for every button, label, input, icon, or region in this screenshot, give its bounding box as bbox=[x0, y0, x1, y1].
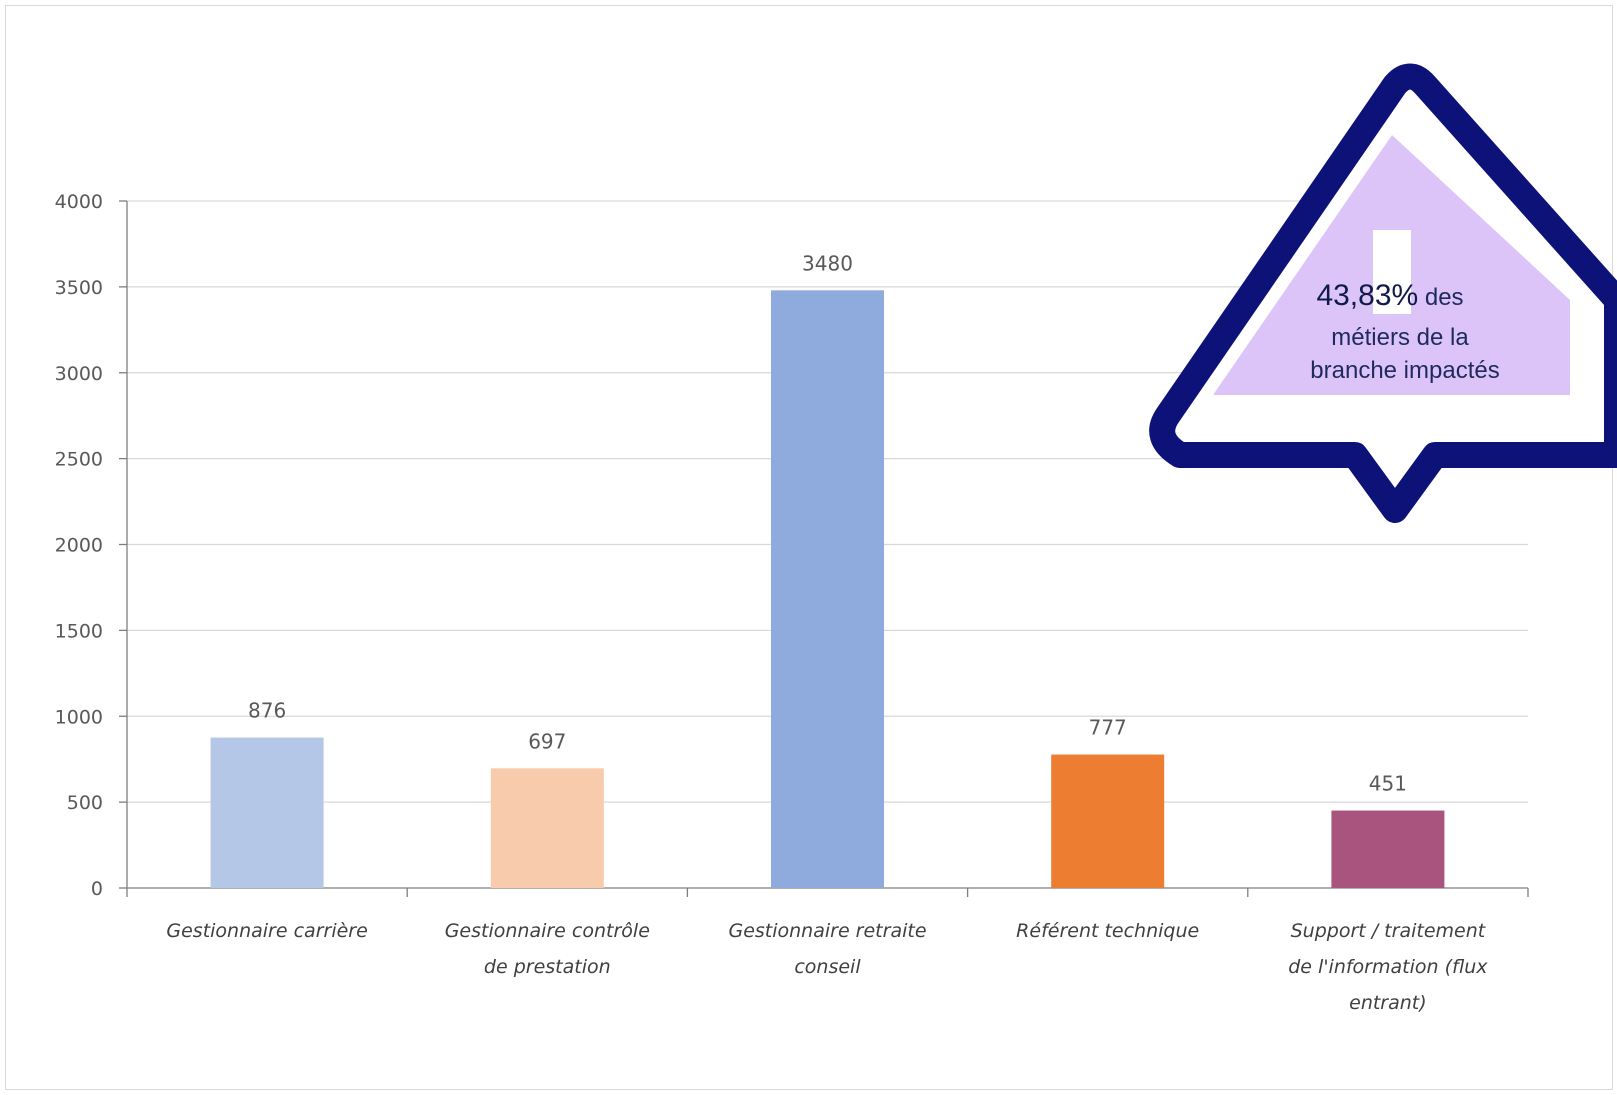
y-tick-label: 3000 bbox=[55, 363, 103, 385]
y-tick-label: 0 bbox=[91, 878, 103, 900]
category-label: de prestation bbox=[484, 956, 611, 978]
data-label: 3480 bbox=[802, 251, 853, 275]
y-tick-label: 1500 bbox=[55, 620, 103, 642]
category-label: Référent technique bbox=[1016, 920, 1199, 942]
category-label: Gestionnaire retraite bbox=[728, 920, 926, 942]
data-label: 876 bbox=[248, 699, 286, 723]
data-label: 697 bbox=[528, 729, 566, 753]
exclamation-bar-icon bbox=[1373, 230, 1411, 314]
bar bbox=[1051, 754, 1165, 888]
data-label: 451 bbox=[1369, 772, 1407, 796]
y-tick-label: 1000 bbox=[55, 706, 103, 728]
category-label: conseil bbox=[794, 956, 861, 978]
y-tick-label: 500 bbox=[67, 792, 103, 814]
bar bbox=[1331, 810, 1445, 888]
bar bbox=[210, 737, 324, 888]
bars bbox=[210, 290, 1445, 888]
callout-line3: branche impactés bbox=[1310, 357, 1499, 384]
y-tick-label: 2500 bbox=[55, 449, 103, 471]
callout-value: 43,83% bbox=[1316, 279, 1418, 312]
callout-line1-rest: des bbox=[1418, 284, 1463, 311]
data-label: 777 bbox=[1089, 716, 1127, 740]
y-tick-label: 2000 bbox=[55, 535, 103, 557]
callout-line2: métiers de la bbox=[1331, 324, 1469, 351]
category-label: Support / traitement bbox=[1291, 920, 1487, 942]
labels: 0 500 1000 1500 2000 2500 3000 3500 4000 876 Gesti… bbox=[55, 191, 1489, 1014]
category-label: Gestionnaire carrière bbox=[166, 920, 367, 942]
y-tick-label: 3500 bbox=[55, 277, 103, 299]
bar bbox=[771, 290, 884, 888]
warning-callout-icon: 43,83% des métiers de la branche impacté… bbox=[1149, 63, 1617, 523]
bar bbox=[490, 768, 604, 888]
y-tick-label: 4000 bbox=[55, 191, 103, 213]
category-label: entrant) bbox=[1349, 992, 1427, 1014]
category-label: Gestionnaire contrôle bbox=[445, 920, 650, 942]
svg-text:43,83% des: 43,83% des bbox=[1316, 279, 1463, 312]
category-label: de l'information (flux bbox=[1288, 956, 1488, 978]
